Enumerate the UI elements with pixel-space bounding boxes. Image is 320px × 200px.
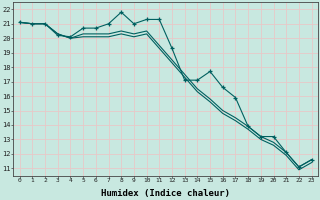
X-axis label: Humidex (Indice chaleur): Humidex (Indice chaleur) — [101, 189, 230, 198]
